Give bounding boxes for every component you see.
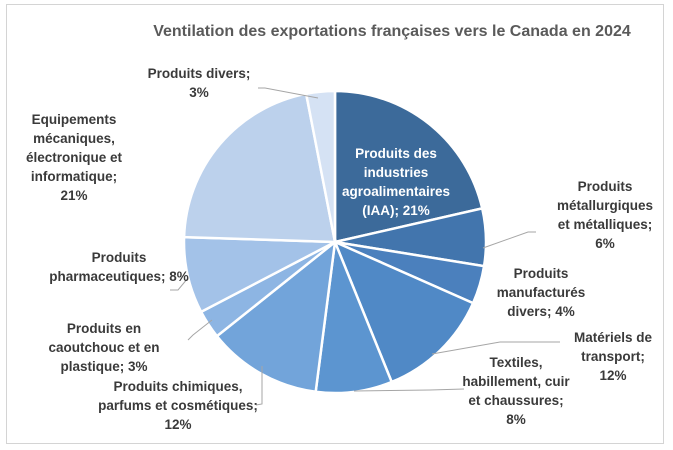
slice-label-line: métallurgiques bbox=[557, 198, 653, 213]
slice-label: Produits pharmaceutiques; 8% bbox=[49, 250, 189, 284]
slice-label: Produits des industries agroalimentaires (I… bbox=[342, 146, 450, 218]
leader-line bbox=[482, 231, 536, 249]
slice-label-line: (IAA); 21% bbox=[362, 203, 430, 218]
leader-line bbox=[258, 87, 319, 99]
slice-label-line: et chaussures; bbox=[468, 393, 563, 408]
leader-line bbox=[431, 341, 560, 355]
pie-slice bbox=[333, 89, 484, 244]
slice-label-line: 21% bbox=[60, 188, 87, 203]
slice-label: Produits en caoutchouc et en plastique; 3% bbox=[48, 321, 159, 374]
chart-title: Ventilation des exportations françaises … bbox=[153, 23, 631, 40]
slice-label-line: Matériels de bbox=[574, 330, 653, 345]
slice-label-line: caoutchouc et en bbox=[48, 340, 159, 355]
slice-label-line: parfums et cosmétiques; bbox=[98, 398, 258, 413]
slice-label-line: Produits bbox=[578, 179, 633, 194]
slice-label-line: industries bbox=[364, 165, 429, 180]
slice-label: Matériels de transport; 12% bbox=[574, 330, 653, 383]
leader-line bbox=[187, 319, 213, 341]
slice-label-line: 3% bbox=[189, 85, 209, 100]
slice-label-line: 12% bbox=[599, 368, 626, 383]
slice-label-line: 6% bbox=[595, 236, 615, 251]
slice-label-line: 8% bbox=[506, 412, 526, 427]
pie-slices bbox=[182, 89, 488, 395]
slice-label-line: manufacturés bbox=[497, 285, 586, 300]
slice-label-line: pharmaceutiques; 8% bbox=[49, 269, 189, 284]
slice-label: Produits métallurgiques et métalliques; 6% bbox=[557, 179, 653, 251]
slice-label-line: Produits divers; bbox=[148, 66, 251, 81]
slice-label: Produits divers; 3% bbox=[148, 66, 251, 100]
leader-line bbox=[255, 366, 263, 406]
slice-label: Equipements mécaniques, électronique et inf… bbox=[26, 112, 123, 203]
slice-labels: Produits des industries agroalimentaires (I… bbox=[26, 66, 653, 432]
slice-label-line: et métalliques; bbox=[558, 217, 653, 232]
slice-label-line: transport; bbox=[581, 349, 645, 364]
slice-label-line: 12% bbox=[164, 417, 191, 432]
leader-line bbox=[353, 388, 465, 392]
slice-label-line: informatique; bbox=[31, 169, 117, 184]
pie-slice bbox=[182, 92, 337, 244]
pie-slice bbox=[304, 89, 337, 243]
leader-lines bbox=[170, 87, 560, 406]
slice-label-line: agroalimentaires bbox=[342, 184, 450, 199]
slice-label: Textiles, habillement, cuir et chaussures;… bbox=[462, 355, 570, 427]
slice-label-line: mécaniques, bbox=[33, 131, 115, 146]
slice-label-line: électronique et bbox=[26, 150, 123, 165]
slice-label: Produits chimiques, parfums et cosmétique… bbox=[98, 379, 258, 432]
slice-label-line: Textiles, bbox=[489, 355, 542, 370]
slice-label-line: plastique; 3% bbox=[60, 359, 147, 374]
slice-label: Produits manufacturés divers; 4% bbox=[497, 266, 586, 319]
slice-label-line: Equipements bbox=[32, 112, 117, 127]
slice-label-line: Produits des bbox=[355, 146, 437, 161]
slice-label-line: Produits bbox=[92, 250, 147, 265]
pie-slice bbox=[332, 239, 475, 384]
slice-label-line: habillement, cuir bbox=[462, 374, 570, 389]
pie-slice bbox=[215, 239, 337, 394]
slice-label-line: Produits chimiques, bbox=[113, 379, 242, 394]
leader-line bbox=[170, 277, 189, 291]
slice-label-line: Produits bbox=[514, 266, 569, 281]
slice-label-line: Produits en bbox=[67, 321, 141, 336]
slice-label-line: divers; 4% bbox=[507, 304, 575, 319]
